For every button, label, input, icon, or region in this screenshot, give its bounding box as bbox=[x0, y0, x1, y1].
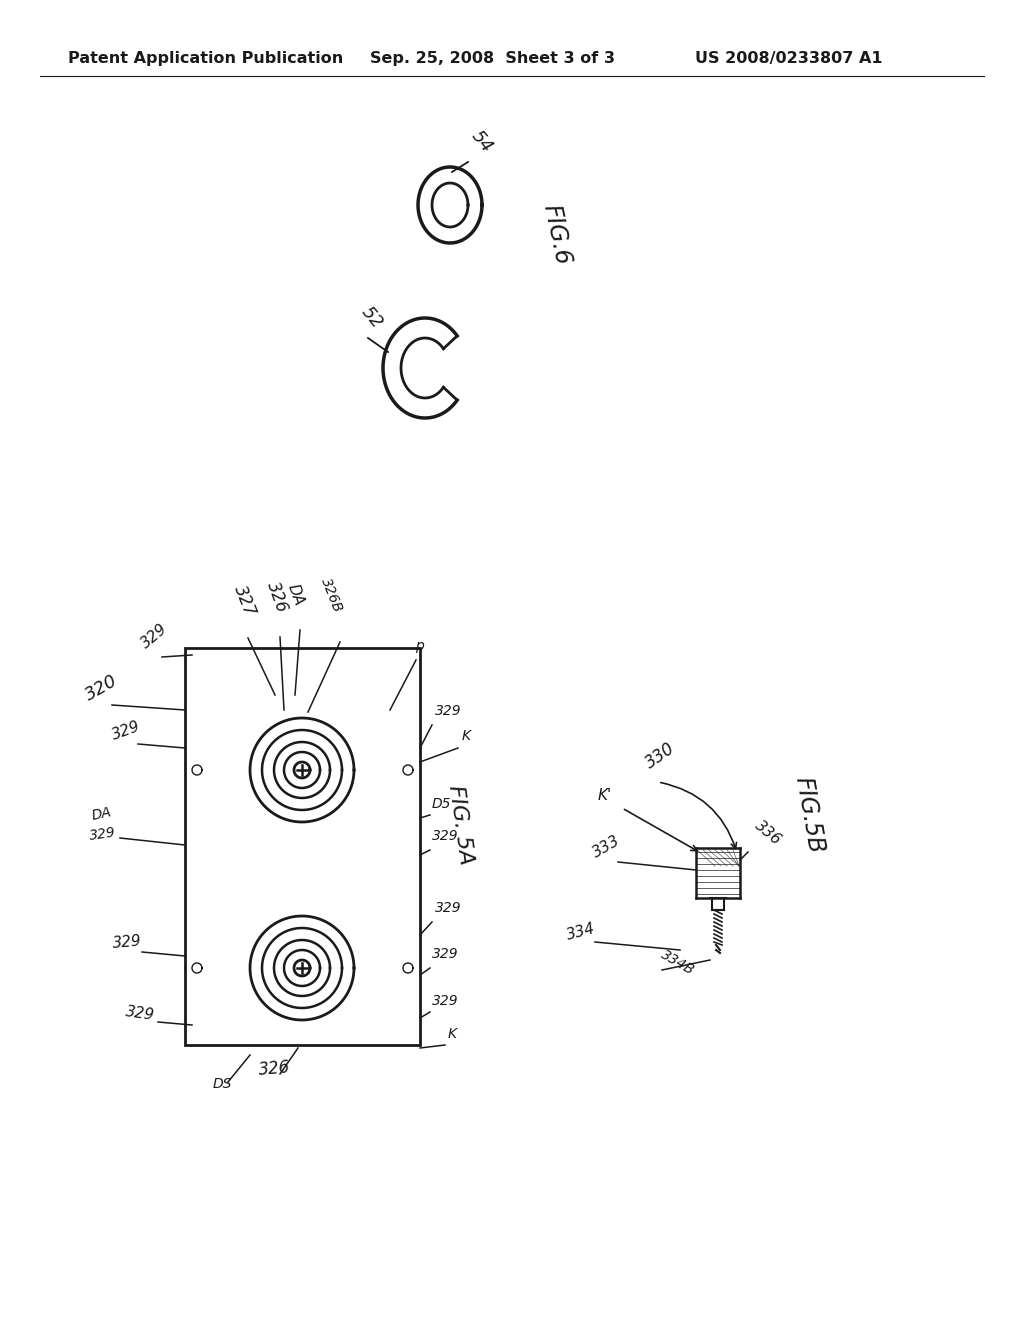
Text: DS: DS bbox=[213, 1077, 232, 1092]
Bar bbox=[185, 648, 420, 1045]
Text: K: K bbox=[462, 729, 471, 743]
Text: 334: 334 bbox=[565, 921, 597, 942]
Text: D5: D5 bbox=[432, 797, 452, 810]
Text: DA: DA bbox=[90, 805, 113, 822]
Text: Sep. 25, 2008  Sheet 3 of 3: Sep. 25, 2008 Sheet 3 of 3 bbox=[370, 50, 615, 66]
Text: K: K bbox=[449, 1027, 457, 1041]
Text: 320: 320 bbox=[82, 671, 121, 704]
Text: 326B: 326B bbox=[318, 577, 344, 615]
Text: 52: 52 bbox=[358, 302, 387, 333]
Text: 329: 329 bbox=[125, 1005, 156, 1023]
Text: 329: 329 bbox=[435, 902, 462, 915]
Text: FIG. 5A: FIG. 5A bbox=[445, 784, 476, 866]
Text: 329: 329 bbox=[432, 994, 459, 1008]
Text: 327: 327 bbox=[230, 582, 259, 619]
Text: p: p bbox=[415, 639, 424, 653]
Text: 329: 329 bbox=[110, 719, 142, 743]
Text: 329: 329 bbox=[432, 946, 459, 961]
Text: 330: 330 bbox=[642, 739, 679, 772]
Text: 329: 329 bbox=[138, 620, 170, 651]
Text: 334B: 334B bbox=[658, 948, 696, 978]
Text: 329: 329 bbox=[435, 704, 462, 718]
Text: FIG.6: FIG.6 bbox=[538, 202, 574, 267]
Text: US 2008/0233807 A1: US 2008/0233807 A1 bbox=[695, 50, 883, 66]
Text: K': K' bbox=[598, 788, 612, 803]
Text: 54: 54 bbox=[468, 127, 497, 156]
Text: DA: DA bbox=[285, 582, 306, 609]
Text: 333: 333 bbox=[590, 833, 623, 861]
Text: Patent Application Publication: Patent Application Publication bbox=[68, 50, 343, 66]
Text: FIG.5B: FIG.5B bbox=[790, 775, 827, 855]
Text: 329: 329 bbox=[88, 825, 117, 843]
Text: 336: 336 bbox=[752, 817, 784, 847]
Text: 329: 329 bbox=[112, 933, 142, 950]
Text: 326: 326 bbox=[258, 1059, 291, 1078]
Text: 329: 329 bbox=[432, 829, 459, 843]
Text: 326: 326 bbox=[263, 579, 291, 615]
